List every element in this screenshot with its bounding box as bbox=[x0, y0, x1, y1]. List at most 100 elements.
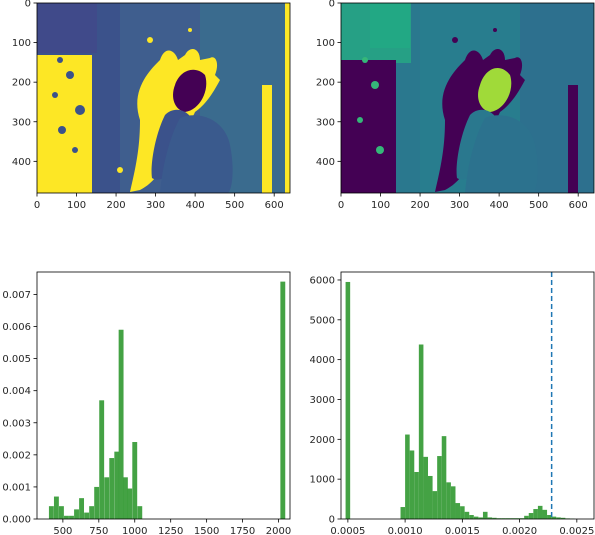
histogram-inverse-depth-values: 0.0005 0.0010 0.0015 0.0020 0.0025 0 1000 2000 3… bbox=[310, 271, 595, 535]
image-1-y-tick-label: 200 bbox=[12, 78, 31, 89]
histogram-2-bar bbox=[450, 486, 456, 519]
depth-mask-frame bbox=[36, 2, 291, 194]
histogram-2-bar bbox=[528, 513, 534, 519]
histogram-2-bar bbox=[432, 491, 438, 519]
histogram-2-y-tick-label: 1000 bbox=[310, 475, 335, 486]
histogram-2-y-tick-label: 4000 bbox=[310, 355, 335, 366]
histogram-1-bar bbox=[69, 515, 74, 519]
histogram-2-bar bbox=[455, 503, 461, 519]
histogram-1-bar bbox=[118, 329, 124, 519]
histogram-2-y-tick-label: 0 bbox=[329, 515, 335, 526]
image-1-x-tick-label: 600 bbox=[265, 200, 284, 211]
histogram-2-bar bbox=[492, 517, 497, 519]
histogram-2-bar bbox=[551, 516, 557, 519]
histogram-2-y-tick-label: 6000 bbox=[310, 275, 335, 286]
image-1-y-tick-label: 0 bbox=[25, 0, 31, 10]
histogram-2-bar bbox=[446, 482, 451, 519]
histogram-1-bar bbox=[64, 515, 69, 519]
histogram-1-bar bbox=[53, 496, 59, 519]
histogram-1-bar bbox=[280, 281, 286, 519]
histogram-2-y-tick-label: 3000 bbox=[310, 395, 335, 406]
histogram-2-bar bbox=[560, 517, 566, 519]
image-2-x-tick-label: 400 bbox=[490, 200, 509, 211]
histogram-2-bar bbox=[482, 511, 488, 519]
histogram-2-y-tick-label: 2000 bbox=[310, 435, 335, 446]
histogram-1-bar bbox=[127, 488, 133, 519]
histogram-1-x-tick-label: 1000 bbox=[122, 526, 147, 535]
histogram-1-bar bbox=[104, 477, 110, 519]
histogram-1-x-tick-label: 2000 bbox=[266, 526, 291, 535]
image-2-y-tick-label: 400 bbox=[316, 157, 335, 168]
histogram-1-x-tick-label: 1500 bbox=[194, 526, 219, 535]
depth-colormap-frame bbox=[340, 2, 595, 194]
histogram-2-x-tick-label: 0.0010 bbox=[388, 526, 423, 535]
histogram-1-y-tick-label: 0.006 bbox=[2, 322, 31, 333]
histogram-2-bar bbox=[464, 511, 470, 519]
histogram-1-bar bbox=[74, 509, 79, 519]
histogram-1-frame bbox=[36, 271, 291, 520]
histogram-2-x-tick-label: 0.0015 bbox=[445, 526, 480, 535]
histogram-1-bar bbox=[89, 506, 95, 519]
histogram-1-y-tick-label: 0.001 bbox=[2, 482, 31, 493]
image-2-x-tick-label: 0 bbox=[338, 200, 344, 211]
histogram-1-bar bbox=[114, 451, 120, 519]
histogram-2-bar bbox=[473, 516, 479, 519]
histogram-2-bar bbox=[469, 515, 474, 519]
histogram-2-x-tick-label: 0.0025 bbox=[559, 526, 594, 535]
histogram-1-y-tick-label: 0.005 bbox=[2, 354, 31, 365]
image-1-x-tick-label: 100 bbox=[67, 200, 86, 211]
histogram-1-y-tick-label: 0.000 bbox=[2, 515, 31, 526]
histogram-2-bar bbox=[547, 515, 552, 519]
histogram-2-bar bbox=[487, 517, 493, 519]
histogram-1-bar bbox=[94, 486, 100, 519]
histogram-2-bar bbox=[524, 515, 529, 519]
image-2-y-tick-label: 0 bbox=[329, 0, 335, 10]
histogram-1-y-tick-label: 0.002 bbox=[2, 450, 31, 461]
histogram-2-frame bbox=[340, 271, 595, 520]
image-1-x-tick-label: 500 bbox=[225, 200, 244, 211]
histogram-2-bar bbox=[405, 434, 410, 519]
histogram-2-y-tick-label: 5000 bbox=[310, 315, 335, 326]
histogram-2-bar bbox=[542, 509, 548, 519]
image-2-x-tick-label: 200 bbox=[411, 200, 430, 211]
histogram-2-bar bbox=[460, 506, 465, 519]
histogram-1-bar bbox=[79, 498, 85, 519]
histogram-2-bar bbox=[418, 344, 424, 519]
histogram-2-bar bbox=[441, 436, 447, 519]
image-1-y-tick-label: 400 bbox=[12, 157, 31, 168]
histogram-1-y-tick-label: 0.004 bbox=[2, 386, 31, 397]
histogram-2-bar bbox=[556, 517, 561, 519]
histogram-2-bar bbox=[537, 505, 543, 519]
histogram-1-x-tick-label: 1250 bbox=[158, 526, 183, 535]
image-1-x-tick-label: 0 bbox=[34, 200, 40, 211]
image-1-y-tick-label: 100 bbox=[12, 38, 31, 49]
histogram-2-bar bbox=[414, 471, 419, 519]
histogram-2-x-tick-label: 0.0020 bbox=[502, 526, 537, 535]
histogram-1-bar bbox=[99, 400, 105, 519]
image-1-x-tick-label: 400 bbox=[186, 200, 205, 211]
histogram-depth-values: 500 750 1000 1250 1500 1750 2000 0.000 0.001 0.00… bbox=[2, 271, 291, 535]
depth-mask-image-panel bbox=[37, 3, 290, 193]
histogram-1-bar bbox=[137, 506, 143, 519]
histogram-2-bar bbox=[400, 507, 406, 519]
image-2-x-tick-label: 300 bbox=[450, 200, 469, 211]
image-1-x-tick-label: 200 bbox=[107, 200, 126, 211]
histogram-1-bar bbox=[109, 458, 115, 519]
image-2-y-tick-label: 300 bbox=[316, 117, 335, 128]
image-1-y-tick-label: 300 bbox=[12, 117, 31, 128]
image-1-x-tick-label: 300 bbox=[146, 200, 165, 211]
histogram-2-bar bbox=[437, 456, 442, 519]
histogram-2-bar bbox=[428, 475, 433, 519]
depth-colormap-image-panel bbox=[341, 3, 594, 193]
image-2-y-tick-label: 200 bbox=[316, 78, 335, 89]
histogram-1-bar bbox=[132, 442, 138, 519]
image-2-x-tick-label: 600 bbox=[569, 200, 588, 211]
histogram-1-bar bbox=[84, 512, 90, 519]
histogram-1-x-tick-label: 750 bbox=[89, 526, 108, 535]
histogram-1-y-tick-label: 0.003 bbox=[2, 418, 31, 429]
histogram-1-bar bbox=[48, 506, 54, 519]
image-2-y-tick-label: 100 bbox=[316, 38, 335, 49]
histogram-1-bar bbox=[122, 477, 128, 519]
image-2-x-tick-label: 100 bbox=[371, 200, 390, 211]
